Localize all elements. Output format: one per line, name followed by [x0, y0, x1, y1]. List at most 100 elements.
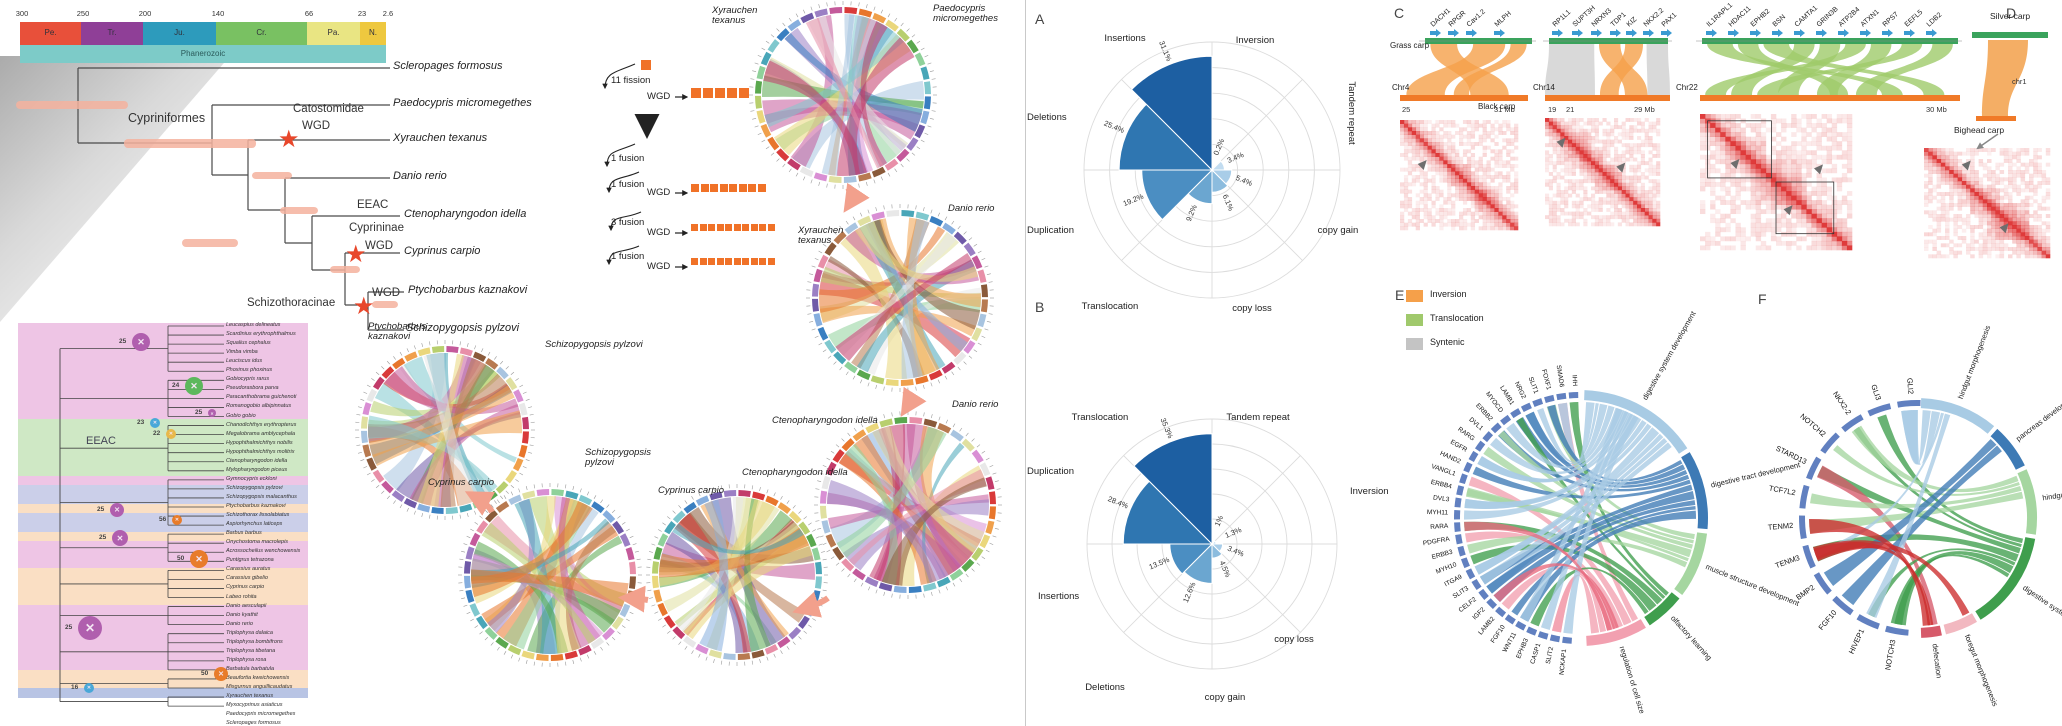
gene-label: DVL3	[1433, 494, 1450, 503]
chromosome-square	[733, 224, 741, 231]
subtree-species: Carassius gibelio	[226, 575, 268, 582]
timescale-period: Cr.	[216, 22, 307, 45]
chromosome-square	[699, 258, 707, 265]
synteny-gene-label: BSN	[1772, 14, 1787, 29]
chromosome-icon: ✕	[132, 333, 150, 351]
rose-percent: 1%	[1213, 514, 1226, 528]
rose-category-label: Duplication	[1027, 466, 1074, 477]
rose-percent: 13.5%	[1148, 555, 1171, 572]
gene-label: LAMB1	[1498, 385, 1515, 407]
timescale-period: Tr.	[81, 22, 143, 45]
chromosome-square	[759, 224, 766, 231]
chromosome-count: 25	[119, 338, 127, 345]
gene-label: IGF2	[1471, 606, 1487, 621]
subtree-species: Ptychobarbus kaznakovi	[226, 503, 286, 509]
gene-label: SMAD6	[1555, 365, 1565, 389]
subtree-species: Barbus barbus	[226, 530, 262, 537]
chromosome-count: 16	[71, 684, 79, 691]
clade-label-cypriniformes: Cypriniformes	[128, 111, 206, 125]
circos-species-label: Danio rerio	[948, 203, 995, 214]
subtree-species: Squalius cephalus	[226, 340, 271, 347]
gene-label: ERBB4	[1430, 479, 1453, 491]
chromosome-square	[691, 224, 698, 231]
circos-species-label: Cyprinus carpio	[658, 485, 724, 496]
subtree-species: Leucaspius delineatus	[226, 322, 281, 328]
axis-tick: 25	[1402, 105, 1411, 114]
rose-category-label: copy gain	[1318, 225, 1359, 236]
chromosome-icon: ✕	[166, 429, 176, 439]
legend-label: Syntenic	[1430, 337, 1465, 347]
panel-label-b: B	[1035, 299, 1045, 315]
chromosome-count: 50	[201, 670, 209, 677]
chromosome-count: 24	[172, 382, 180, 389]
subtree-species: Aspiorhynchus laticeps	[226, 521, 283, 528]
chromosome-icon: ✕	[84, 683, 94, 693]
timescale-tick: 250	[76, 9, 90, 18]
panel-divider	[1025, 0, 1026, 726]
subtree-species: Hypophthalmichthys molitrix	[226, 448, 295, 455]
gene-label: FGF10	[1817, 608, 1839, 632]
bighead-carp-label: Bighead carp	[1954, 125, 2005, 135]
subtree-species: Misgurnus anguillicaudatus	[226, 684, 293, 690]
clade-band	[18, 419, 308, 476]
chromosome-square	[703, 88, 713, 98]
timescale-tick: 140	[211, 9, 225, 18]
rose-category-label: Translocation	[1082, 301, 1139, 312]
subtree-species: Labeo rohita	[226, 593, 257, 600]
subtree-species: Danio rerio	[226, 620, 253, 627]
go-term-label: foregut morphogenesis	[1963, 633, 2000, 708]
go-term-label: defecation	[1930, 643, 1943, 678]
hic-heatmap	[1545, 118, 1661, 227]
chromosome-icon: ✕	[150, 418, 160, 428]
chromosome-icon: ✕	[208, 409, 216, 417]
chromosome-square	[759, 258, 766, 265]
subtree-species: Schizopygopsis malacanthus	[226, 493, 297, 500]
rose-percent: 19.2%	[1122, 192, 1145, 209]
gene-label: TCF7L2	[1768, 483, 1796, 497]
subtree-lines	[59, 325, 224, 707]
circos-plot	[355, 340, 535, 520]
panel-label-e: E	[1395, 287, 1405, 303]
chromosome-square	[733, 258, 741, 265]
synteny-gene-label: GRIN3B	[1816, 6, 1840, 29]
chromosome-icon: ✕	[190, 550, 208, 568]
go-term-label: digestive system development	[2021, 583, 2062, 647]
circos-plot	[646, 484, 828, 666]
black-carp-label: Black carp	[1478, 102, 1516, 111]
gene-label: NRG2	[1513, 381, 1527, 401]
chromosome-square	[708, 224, 715, 231]
chromosome-square	[716, 258, 724, 265]
chromosome-count: 25	[99, 534, 107, 541]
fission-fusion-label: 3 fusion	[611, 217, 645, 228]
gene-label: RARG	[1456, 426, 1475, 443]
gene-label: ITGA9	[1443, 573, 1463, 588]
clade-band	[18, 504, 308, 513]
rose-percent: 12.6%	[1181, 581, 1198, 604]
circos-species-label: Ptychobarbus kaznakovi	[368, 321, 427, 342]
panel-label-a: A	[1035, 11, 1045, 27]
subtree-species: Danio kyathit	[226, 611, 258, 618]
subtree-species: Acrossocheilus wenchowensis	[226, 548, 301, 555]
chromosome-count: 25	[195, 409, 203, 416]
clade-band	[18, 642, 308, 670]
legend-label: Inversion	[1430, 289, 1467, 299]
gene-label: DVL1	[1467, 416, 1484, 432]
timescale-period: Pa.	[307, 22, 360, 45]
gene-label: SLIT1	[1527, 376, 1540, 395]
chromosome-square	[729, 184, 737, 192]
circos-plot	[814, 411, 1002, 599]
gene-label: ERBB3	[1431, 549, 1454, 562]
synteny-gene-label: PAX1	[1661, 12, 1679, 29]
rose-category-label: Inversion	[1236, 35, 1275, 46]
subtree-species: Triplophysa dalaica	[226, 629, 273, 636]
timescale-period: Ju.	[143, 22, 216, 45]
clade-band	[18, 476, 308, 485]
chromosome-icon: ✕	[112, 530, 128, 546]
grass-carp-label: Grass carp	[1390, 41, 1430, 50]
gene-label: SLIT3	[1452, 585, 1471, 600]
subtree-species: Schizopygopsis pylzovi	[226, 484, 283, 491]
synteny-gene-label: RP1L1	[1552, 9, 1573, 29]
chromosome-count: 25	[97, 506, 105, 513]
synteny-gene-label: KIZ	[1626, 16, 1639, 29]
